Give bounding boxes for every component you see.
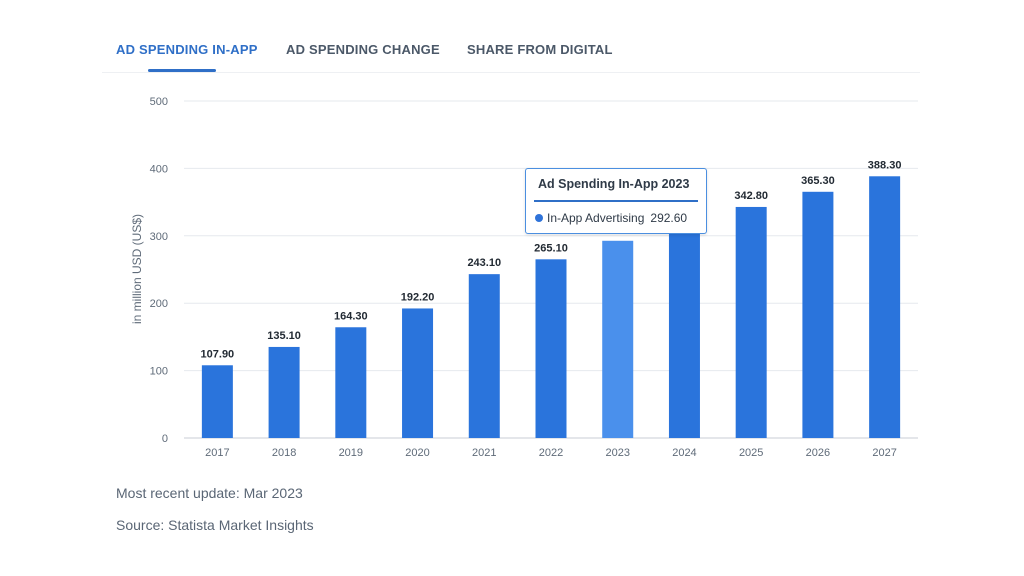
data-label: 243.10 [467,257,501,269]
bar-2027[interactable] [869,176,901,438]
data-label: 342.80 [734,190,768,202]
bar-2026[interactable] [802,191,834,438]
bar-2024[interactable] [668,223,700,438]
bar-2025[interactable] [735,206,767,438]
tab-bar: AD SPENDING IN-APP AD SPENDING CHANGE SH… [102,36,920,73]
bar-2018[interactable] [268,346,300,438]
source-note: Source: Statista Market Insights [116,517,314,533]
data-label: 164.30 [334,310,368,322]
y-tick-label: 500 [150,96,168,108]
tooltip-divider [534,200,698,202]
data-label: 192.20 [401,291,435,303]
tooltip-series-name: In-App Advertising [547,211,645,225]
series-dot-icon [535,214,543,222]
y-tick-label: 0 [162,433,168,445]
data-label: 107.90 [201,348,235,360]
x-tick-label: 2022 [539,447,563,459]
bar-2017[interactable] [201,365,233,438]
x-tick-label: 2023 [605,447,629,459]
y-tick-label: 300 [150,231,168,243]
bar-2019[interactable] [335,327,367,438]
bar-2020[interactable] [402,308,434,438]
x-tick-label: 2017 [205,447,229,459]
y-axis-title: in million USD (US$) [130,214,144,324]
bar-2021[interactable] [468,274,500,438]
active-tab-indicator [148,69,216,72]
x-tick-label: 2027 [872,447,896,459]
bar-2023[interactable] [602,240,634,438]
tooltip-title: Ad Spending In-App 2023 [538,177,690,191]
y-tick-label: 200 [150,298,168,310]
x-tick-label: 2025 [739,447,763,459]
x-tick-label: 2020 [405,447,429,459]
y-axis-ticks: 0 100 200 300 400 500 [150,96,168,445]
x-axis-ticks: 2017 2018 2019 2020 2021 2022 2023 2024 2025 2026… [205,447,897,459]
y-tick-label: 100 [150,366,168,378]
tooltip: Ad Spending In-App 2023 In-App Advertisi… [525,168,707,234]
update-note: Most recent update: Mar 2023 [116,485,303,501]
x-tick-label: 2024 [672,447,696,459]
y-tick-label: 400 [150,163,168,175]
x-tick-label: 2019 [339,447,363,459]
x-tick-label: 2026 [806,447,830,459]
tooltip-row: In-App Advertising 292.60 [535,211,687,225]
tooltip-value: 292.60 [650,211,688,225]
tab-ad-spending-change[interactable]: AD SPENDING CHANGE [286,42,440,57]
x-tick-label: 2018 [272,447,296,459]
bars [201,176,901,438]
bar-2022[interactable] [535,259,567,438]
data-label: 388.30 [868,159,902,171]
tab-ad-spending-in-app[interactable]: AD SPENDING IN-APP [116,42,258,57]
data-labels: 107.90 135.10 164.30 192.20 243.10 265.10 342.… [201,159,902,360]
data-label: 365.30 [801,175,835,187]
x-tick-label: 2021 [472,447,496,459]
data-label: 135.10 [267,330,301,342]
tab-share-from-digital[interactable]: SHARE FROM DIGITAL [467,42,613,57]
data-label: 265.10 [534,242,568,254]
